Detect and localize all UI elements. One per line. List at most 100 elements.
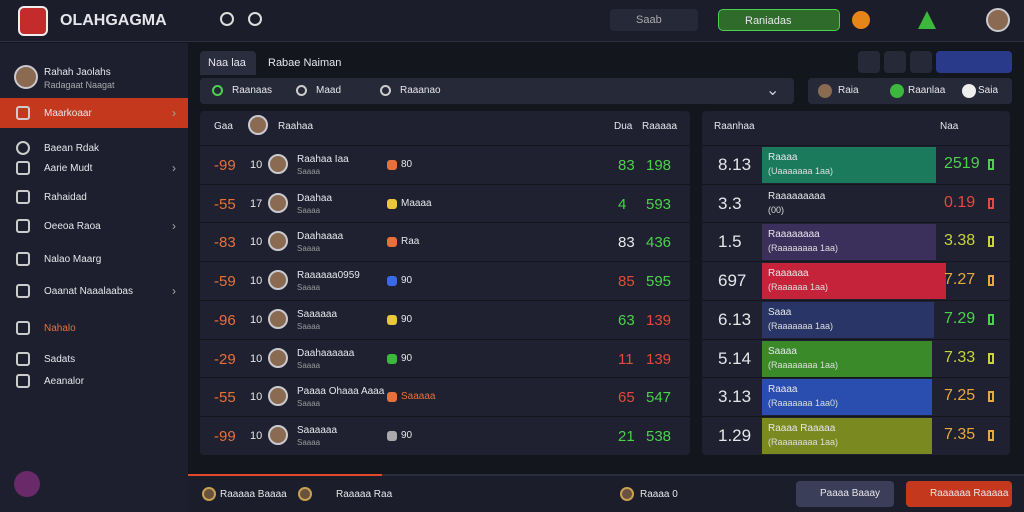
column-header: Raaaaa [642,121,678,132]
player-name: Raaaaaa0959 [297,270,360,282]
avatar [268,386,288,407]
ranking-row[interactable]: 8.13 Raaaa (Uaaaaaaa 1aa) 2519 [702,145,1010,183]
table-row[interactable]: -55 17 Daahaa Saaaa Maaaa 4 593 [200,183,690,222]
notify-icon[interactable] [852,11,870,29]
footer-item[interactable]: Raaaaa Baaaa [220,489,287,500]
label-bar [762,147,936,183]
tool-button[interactable] [858,51,880,73]
tag: 90 [401,352,413,364]
nav-item[interactable]: Nahalo [44,323,76,334]
tab[interactable]: Naa laa [200,51,256,75]
table-row[interactable]: -96 10 Saaaaaa Saaaa 90 63 139 [200,299,690,338]
nav-item[interactable]: Sadats [44,354,76,365]
ranking-row[interactable]: 6.13 Saaa (Raaaaaaa 1aa) 7.29 [702,299,1010,338]
filter[interactable]: Maad [316,85,342,96]
filter[interactable]: Raaanao [400,85,441,96]
chevron: › [172,219,176,233]
tree-icon[interactable] [918,11,936,29]
nav-item[interactable]: Oeeoa Raoa [44,221,101,232]
stat: 85 [618,273,635,291]
tool-button[interactable] [884,51,906,73]
player-sub: Saaaa [297,321,321,331]
ranking-row[interactable]: 1.5 Raaaaaaaa (Raaaaaaaa 1aa) 3.38 [702,222,1010,261]
target-icon[interactable] [248,12,262,26]
tool-group[interactable] [936,51,1012,73]
nav-item[interactable]: Baean Rdak [44,143,100,154]
footer-item[interactable]: Raaaaa Raa [336,489,393,500]
label: Saaa [768,306,792,318]
column-header: Dua [614,121,633,132]
option[interactable]: Saia [978,85,999,96]
player-name: Raahaa Iaa [297,154,349,165]
filter-icon [212,85,223,96]
stat: 11 [618,350,634,368]
logo[interactable] [18,6,48,36]
nav-item[interactable]: Rahaidad [44,192,87,203]
player-name: Saaaaaa [297,308,338,320]
filter[interactable]: Raanaas [232,85,273,96]
filter-chip[interactable]: Raniadas [718,9,840,31]
table-row[interactable]: -59 10 Raaaaaa0959 Saaaa 90 85 595 [200,261,690,299]
stat: 593 [646,195,672,213]
score-icon [988,275,994,287]
user-avatar[interactable] [986,8,1010,32]
label: Raaaa Raaaaa [768,422,836,434]
table-row[interactable]: -55 10 Paaaa Ohaaa Aaaa Saaaa Saaaaa 65 547 [200,377,690,415]
ranking-row[interactable]: 697 Raaaaaa (Raaaaaa 1aa) 7.27 [702,261,1010,300]
player-sub: Saaaa [297,437,321,447]
nav-item[interactable]: Oaanat Naaalaabas [44,286,133,297]
tag: Maaaa [401,197,432,209]
table-row[interactable]: -99 10 Saaaaaa Saaaa 90 21 538 [200,415,690,454]
rank-value: 3.13 [718,387,752,407]
nav-item[interactable]: Maarkoaar [44,108,92,119]
option[interactable]: Raanlaa [908,85,946,96]
tag-icon [387,430,397,441]
footer-icon [202,487,216,501]
label-bar [762,224,936,261]
label: Raaaa [768,384,798,396]
stat: 595 [646,273,672,291]
table-row[interactable]: -99 10 Raahaa Iaa Saaaa 80 83 198 [200,145,690,183]
right-filter-bar: Raia Raanlaa Saia [808,78,1012,104]
tool-button[interactable] [910,51,932,73]
score: 7.29 [944,309,976,327]
dropdown[interactable]: ⌄ [766,82,780,99]
ranking-row[interactable]: 1.29 Raaaa Raaaaa (Raaaaaaaa 1aa) 7.35 [702,415,1010,454]
app-icon[interactable] [14,471,40,497]
label-sub: (Raaaaaaaa 1aa) [768,436,839,447]
footer-item[interactable]: Raaaa 0 [640,489,678,500]
label-sub: (Uaaaaaaa 1aa) [768,166,834,176]
search-box[interactable]: Saab [610,9,698,31]
avatar [268,154,288,174]
option[interactable]: Raia [838,85,859,96]
button[interactable]: Paaaa Baaay [796,481,894,507]
tab[interactable]: Rabae Naiman [268,57,342,69]
tag: Raa [401,236,420,248]
rank: -99 [214,427,236,445]
table-row[interactable]: -29 10 Daahaaaaaa Saaaa 90 11 139 [200,338,690,377]
nav-item[interactable]: Aarie Mudt [44,163,93,174]
profile-avatar [14,65,38,89]
avatar [268,270,288,291]
search-icon[interactable] [220,12,234,26]
score: 0.19 [944,193,976,211]
nav-icon [16,252,30,266]
nav-item[interactable]: Nalao Maarg [44,254,102,265]
button[interactable]: Raaaaaa Raaaaa [906,481,1012,507]
label: Raaaaaa [768,268,809,280]
stat: 4 [618,195,627,213]
ranking-row[interactable]: 3.3 Raaaaaaaaa (00) 0.19 [702,183,1010,222]
number: 10 [250,391,263,404]
nav-item[interactable]: Aeanalor [44,376,85,387]
stat: 63 [618,311,635,329]
stat: 436 [646,234,672,252]
ranking-row[interactable]: 5.14 Saaaa (Raaaaaaaa 1aa) 7.33 [702,338,1010,377]
avatar [268,424,288,445]
stat: 21 [618,427,635,445]
table-row[interactable]: -83 10 Daahaaaa Saaaa Raa 83 436 [200,222,690,260]
ranking-row[interactable]: 3.13 Raaaa (Raaaaaaa 1aa0) 7.25 [702,377,1010,416]
number: 10 [250,313,263,326]
tag-icon [387,237,397,248]
player-sub: Saaaa [297,167,321,176]
